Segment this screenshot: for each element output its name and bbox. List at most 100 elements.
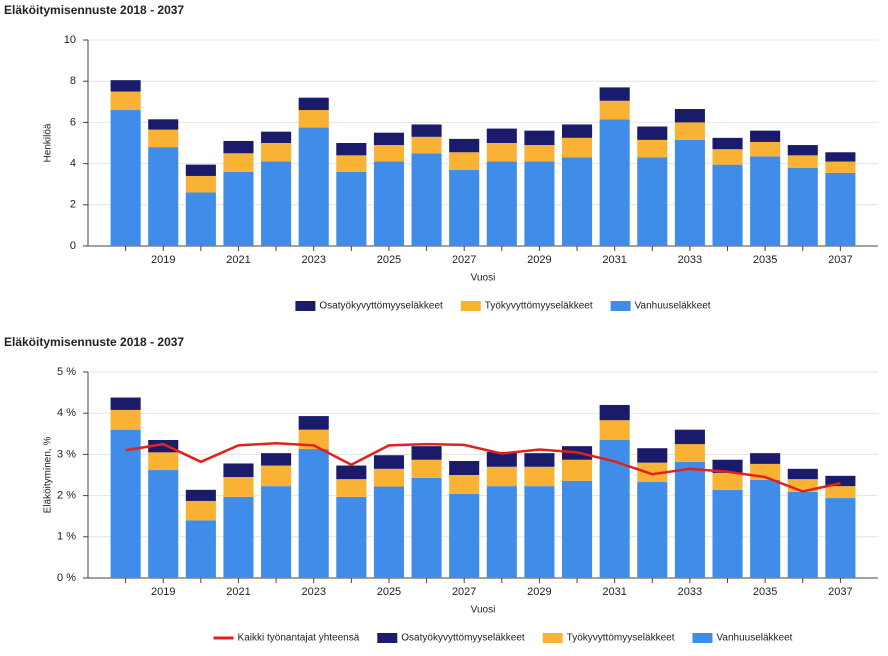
chart-title: Eläköitymisennuste 2018 - 2037: [4, 335, 184, 349]
bar-segment: [185, 192, 216, 246]
bar-segment: [674, 429, 705, 445]
bar-segment: [825, 475, 856, 487]
bar-segment: [336, 496, 367, 578]
bar-segment: [674, 122, 705, 140]
bar-segment: [261, 131, 292, 143]
bar-segment: [524, 453, 555, 467]
bar-segment: [373, 161, 404, 246]
x-tick-label: 2029: [527, 254, 551, 266]
bar-segment: [223, 140, 254, 154]
bar-segment: [674, 444, 705, 462]
bar-segment: [110, 110, 141, 246]
bar-segment: [148, 119, 179, 130]
bar-segment: [148, 452, 179, 471]
bar-segment: [599, 420, 630, 440]
bar-segment: [486, 486, 517, 578]
bar-segment: [599, 439, 630, 578]
y-tick-label: 0: [70, 240, 76, 252]
bar-segment: [449, 152, 480, 170]
y-tick-label: 10: [64, 34, 76, 46]
bar-segment: [373, 486, 404, 578]
legend-swatch: [377, 633, 398, 643]
y-tick-label: 6: [70, 116, 76, 128]
bar-segment: [373, 468, 404, 487]
bar-segment: [787, 145, 818, 156]
bar-segment: [411, 446, 442, 460]
bar-segment: [336, 171, 367, 246]
bar-segment: [712, 137, 743, 150]
bar-segment: [637, 126, 668, 140]
bar-segment: [449, 475, 480, 494]
bar-segment: [411, 136, 442, 154]
bar-segment: [787, 155, 818, 168]
bar-segment: [599, 87, 630, 101]
x-tick-label: 2027: [452, 586, 476, 598]
bar-segment: [261, 161, 292, 246]
bar-segment: [599, 404, 630, 421]
x-tick-label: 2019: [151, 254, 175, 266]
bar-segment: [750, 156, 781, 246]
bar-segment: [110, 409, 141, 430]
x-tick-label: 2037: [828, 586, 852, 598]
y-tick-label: 5 %: [57, 366, 76, 378]
bar-segment: [261, 143, 292, 162]
y-axis-label: Eläköityminen, %: [43, 437, 54, 514]
bar-segment: [750, 130, 781, 142]
bar-segment: [599, 119, 630, 246]
bar-segment: [599, 100, 630, 120]
bar-segment: [298, 110, 329, 128]
bar-segment: [411, 477, 442, 578]
bar-segment: [336, 465, 367, 480]
bar-segment: [712, 489, 743, 578]
bar-segment: [223, 153, 254, 172]
bar-segment: [185, 500, 216, 521]
bar-segment: [524, 486, 555, 578]
bar-segment: [562, 459, 593, 481]
legend-swatch: [295, 301, 316, 311]
bar-segment: [185, 175, 216, 193]
x-tick-label: 2033: [678, 254, 702, 266]
y-tick-label: 4: [70, 158, 76, 170]
bar-segment: [562, 480, 593, 578]
x-tick-label: 2019: [151, 586, 175, 598]
bar-segment: [223, 463, 254, 478]
bar-segment: [787, 468, 818, 480]
x-tick-label: 2035: [753, 586, 777, 598]
bar-segment: [712, 149, 743, 165]
bar-segment: [674, 139, 705, 246]
x-tick-label: 2031: [602, 254, 626, 266]
y-tick-label: 1 %: [57, 531, 76, 543]
y-tick-label: 3 %: [57, 448, 76, 460]
bar-segment: [261, 486, 292, 578]
bar-segment: [825, 498, 856, 578]
bar-segment: [373, 132, 404, 146]
y-tick-label: 4 %: [57, 407, 76, 419]
bar-segment: [185, 164, 216, 176]
bar-segment: [223, 496, 254, 578]
bar-segment: [298, 416, 329, 430]
y-tick-label: 2 %: [57, 490, 76, 502]
legend-swatch: [542, 633, 563, 643]
x-tick-label: 2027: [452, 254, 476, 266]
bar-segment: [524, 145, 555, 162]
line: [125, 442, 841, 493]
legend-swatch: [460, 301, 481, 311]
bar-segment: [110, 397, 141, 410]
bar-segment: [825, 152, 856, 162]
y-tick-label: 8: [70, 75, 76, 87]
bar-segment: [185, 489, 216, 501]
bar-segment: [637, 462, 668, 483]
legend-label: Osatyökyvyttömyyseläkkeet: [319, 301, 443, 312]
bar-segment: [712, 472, 743, 490]
bar-segment: [261, 453, 292, 466]
bar-segment: [449, 138, 480, 153]
bar-segment: [110, 80, 141, 92]
bar-segment: [712, 459, 743, 473]
legend-swatch: [610, 301, 631, 311]
bar-segment: [486, 466, 517, 487]
bar-segment: [336, 479, 367, 497]
bar-segment: [524, 130, 555, 146]
x-tick-label: 2021: [226, 254, 250, 266]
bar-segment: [411, 153, 442, 246]
